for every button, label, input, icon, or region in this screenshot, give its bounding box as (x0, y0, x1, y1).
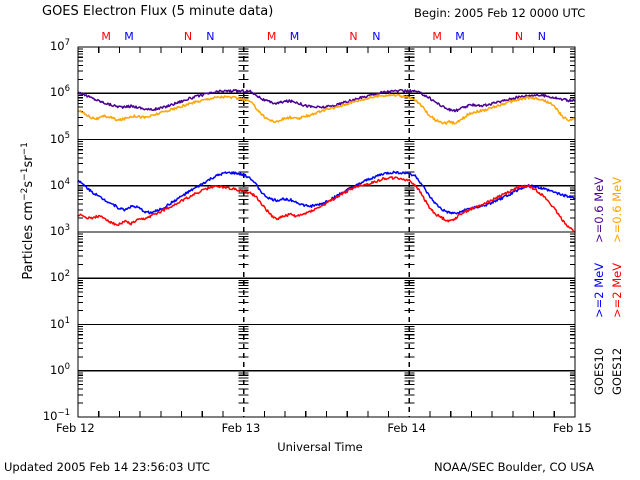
y-tick-label: 106 (49, 84, 70, 100)
event-marker-m: M (289, 30, 300, 43)
credit-label: NOAA/SEC Boulder, CO USA (434, 460, 594, 474)
event-marker-m: M (432, 30, 442, 43)
event-marker-n: N (537, 30, 546, 43)
y-tick-label: 103 (49, 223, 70, 238)
x-tick-label: Feb 15 (553, 421, 592, 435)
event-marker-n: N (349, 30, 358, 43)
event-marker-n: N (514, 30, 524, 43)
event-marker-m: M (101, 30, 111, 43)
event-marker-m: M (455, 30, 465, 43)
x-tick-label: Feb 14 (387, 421, 426, 435)
y-tick-label: 100 (49, 361, 70, 377)
begin-timestamp: Begin: 2005 Feb 12 0000 UTC (414, 6, 586, 20)
event-marker-n: N (372, 30, 381, 43)
event-marker-m: M (124, 30, 134, 43)
y-tick-label: 107 (49, 38, 70, 53)
event-marker-n: N (206, 30, 215, 43)
event-marker-n: N (183, 30, 193, 43)
y-tick-label: 102 (49, 269, 70, 285)
x-tick-label: Feb 13 (221, 421, 261, 435)
y-tick-label: 104 (49, 176, 70, 192)
updated-timestamp: Updated 2005 Feb 14 23:56:03 UTC (4, 460, 210, 474)
y-tick-label: 101 (49, 315, 70, 331)
y-tick-label: 105 (49, 130, 70, 146)
page-title: GOES Electron Flux (5 minute data) (42, 4, 274, 19)
y-tick-label: 10−1 (42, 408, 70, 423)
x-tick-label: Feb 12 (56, 421, 95, 435)
event-marker-m: M (266, 30, 277, 43)
x-axis-label: Universal Time (277, 440, 363, 454)
